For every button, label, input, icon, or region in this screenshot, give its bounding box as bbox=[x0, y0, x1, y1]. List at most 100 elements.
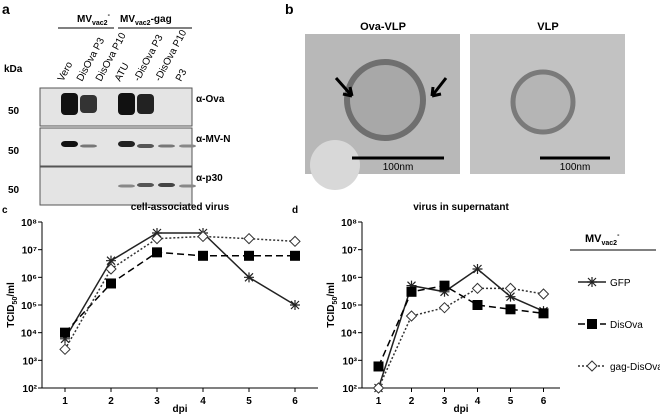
kda-label: kDa bbox=[4, 64, 23, 75]
y-tick-label: 10² bbox=[23, 384, 38, 395]
y-tick-label: 10² bbox=[343, 384, 358, 395]
group-main: MV bbox=[120, 14, 135, 25]
marker bbox=[244, 250, 254, 261]
y-label-rest: /ml bbox=[6, 282, 17, 297]
marker bbox=[406, 280, 417, 291]
marker bbox=[472, 264, 483, 275]
marker bbox=[372, 382, 385, 394]
marker bbox=[60, 327, 70, 338]
x-axis-label: dpi bbox=[173, 404, 188, 415]
marker bbox=[505, 291, 516, 302]
y-tick-label: 10⁸ bbox=[341, 218, 357, 229]
band bbox=[158, 144, 175, 148]
panel-label: c bbox=[2, 205, 8, 216]
band bbox=[61, 141, 78, 147]
x-tick-label: 6 bbox=[292, 396, 298, 407]
lane-label: ATU bbox=[113, 61, 132, 83]
y-tick-label: 10³ bbox=[23, 356, 38, 367]
marker bbox=[538, 308, 549, 319]
legend-main: MV bbox=[585, 233, 602, 245]
x-tick-label: 5 bbox=[508, 396, 514, 407]
antibody-label: α-Ova bbox=[196, 94, 225, 105]
marker bbox=[587, 319, 597, 329]
y-label-sub: 50 bbox=[12, 297, 19, 305]
marker bbox=[289, 235, 301, 248]
x-tick-label: 4 bbox=[475, 396, 481, 407]
marker bbox=[152, 247, 162, 258]
y-tick-label: 10⁶ bbox=[341, 273, 357, 284]
panel-label: d bbox=[292, 205, 298, 216]
band bbox=[118, 184, 135, 188]
marker bbox=[471, 282, 484, 295]
x-tick-label: 3 bbox=[154, 396, 160, 407]
legend-title: MVvac2- bbox=[585, 232, 620, 247]
band bbox=[158, 183, 175, 187]
group-label: MVvac2- bbox=[77, 12, 111, 27]
panel-label: b bbox=[285, 1, 294, 17]
marker-label: 50 bbox=[8, 146, 20, 157]
marker bbox=[438, 301, 451, 314]
y-tick-label: 10⁷ bbox=[342, 246, 357, 257]
legend-sub: vac2 bbox=[602, 240, 618, 247]
marker-label: 50 bbox=[8, 106, 20, 117]
y-axis-label: TCID50/ml bbox=[6, 282, 19, 328]
marker bbox=[406, 286, 417, 297]
band bbox=[61, 93, 78, 115]
group-sub: vac2 bbox=[135, 20, 151, 27]
y-label-main: TCID bbox=[326, 304, 337, 327]
marker bbox=[537, 288, 550, 300]
y-tick-label: 10⁷ bbox=[22, 246, 37, 257]
x-tick-label: 6 bbox=[541, 396, 547, 407]
series-line bbox=[64, 251, 295, 334]
marker bbox=[439, 280, 450, 291]
band bbox=[137, 144, 154, 148]
series-line bbox=[377, 268, 544, 389]
marker bbox=[505, 304, 516, 315]
legend-label: GFP bbox=[610, 278, 631, 289]
y-tick-label: 10⁴ bbox=[21, 329, 37, 340]
chart-title: cell-associated virus bbox=[131, 202, 230, 213]
em-shadow bbox=[310, 140, 360, 190]
x-axis-label: dpi bbox=[454, 404, 469, 415]
band bbox=[179, 144, 196, 148]
group-sub: vac2 bbox=[92, 20, 108, 27]
arrow bbox=[430, 77, 448, 98]
series-line bbox=[64, 235, 296, 350]
band bbox=[137, 183, 154, 187]
series-line bbox=[377, 284, 544, 367]
scale-label: 100nm bbox=[383, 162, 414, 173]
marker bbox=[243, 232, 255, 245]
vlp-particle bbox=[510, 69, 576, 135]
marker bbox=[105, 263, 117, 275]
marker bbox=[197, 230, 209, 243]
antibody-label: α-MV-N bbox=[196, 134, 230, 145]
y-axis-label: TCID50/ml bbox=[326, 282, 339, 328]
series-line bbox=[64, 232, 296, 340]
band bbox=[179, 184, 196, 188]
marker bbox=[373, 361, 384, 372]
chart-title: virus in supernatant bbox=[413, 202, 509, 213]
marker bbox=[290, 250, 300, 261]
legend-label: DisOva bbox=[610, 320, 643, 331]
marker bbox=[439, 286, 450, 297]
marker bbox=[587, 277, 597, 287]
x-tick-label: 3 bbox=[442, 396, 448, 407]
image-title: Ova-VLP bbox=[360, 21, 406, 33]
scale-label: 100nm bbox=[560, 162, 591, 173]
x-tick-label: 5 bbox=[246, 396, 252, 407]
marker bbox=[586, 360, 598, 372]
x-tick-label: 1 bbox=[376, 396, 382, 407]
y-tick-label: 10³ bbox=[343, 356, 358, 367]
group-rest: -gag bbox=[151, 14, 172, 25]
band bbox=[80, 144, 97, 148]
marker bbox=[290, 300, 300, 310]
marker bbox=[59, 343, 71, 356]
group-sup: - bbox=[108, 12, 111, 19]
x-tick-label: 4 bbox=[200, 396, 206, 407]
marker bbox=[60, 333, 70, 344]
y-tick-label: 10⁵ bbox=[341, 301, 357, 312]
marker bbox=[504, 282, 517, 295]
marker bbox=[405, 310, 418, 322]
y-label-rest: /ml bbox=[326, 282, 337, 297]
